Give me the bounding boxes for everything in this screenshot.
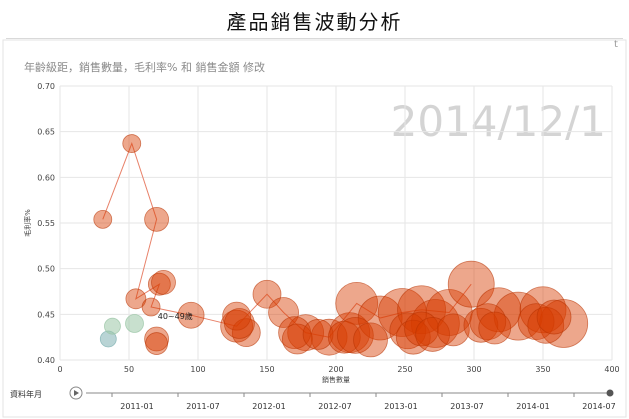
- y-tick-label: 0.70: [37, 82, 55, 91]
- x-tick-label: 200: [328, 365, 343, 374]
- bubble-40-49: [125, 288, 147, 310]
- y-tick-label: 0.50: [37, 265, 55, 274]
- bubble-40-49: [404, 311, 439, 347]
- bubble-40-49: [122, 134, 142, 153]
- y-tick-label: 0.55: [37, 219, 55, 228]
- x-tick-label: 400: [604, 365, 619, 374]
- play-axis-tick-label: 2014-07: [582, 402, 615, 411]
- year-watermark: 2014/12/1: [391, 97, 606, 146]
- play-icon: [74, 390, 79, 396]
- y-axis-title: 毛利率%: [23, 209, 32, 237]
- bubble-40-49: [287, 314, 325, 352]
- bubble-40-49: [478, 311, 512, 345]
- bubble-40-49: [336, 316, 374, 354]
- bubble-40-49: [335, 281, 379, 325]
- bubble-40-49: [144, 206, 170, 232]
- bubble-40-49: [517, 303, 555, 341]
- x-tick-label: 0: [57, 365, 62, 374]
- x-tick-label: 150: [259, 365, 274, 374]
- play-axis-tick-label: 2011-07: [186, 402, 219, 411]
- bubble-other: [104, 317, 121, 335]
- play-axis-tick-label: 2012-07: [318, 402, 351, 411]
- bubble-40-49: [302, 319, 334, 350]
- bubble-40-49: [145, 332, 169, 355]
- bubble-40-49: [493, 291, 543, 341]
- y-tick-label: 0.65: [37, 128, 55, 137]
- play-axis-handle[interactable]: [606, 389, 614, 397]
- y-tick-label: 0.40: [37, 356, 55, 365]
- bubble-40-49: [151, 269, 176, 295]
- y-tick-label: 0.45: [37, 310, 55, 319]
- bubble-40-49: [93, 209, 113, 229]
- play-axis-tick-label: 2013-01: [384, 402, 417, 411]
- bubble-40-49: [268, 297, 299, 328]
- y-tick-label: 0.60: [37, 173, 55, 182]
- bubble-40-49: [281, 323, 313, 355]
- x-tick-label: 50: [124, 365, 134, 374]
- bubble-40-49: [144, 326, 170, 352]
- corner-mark: t: [614, 39, 618, 50]
- page-title: 產品銷售波動分析: [226, 10, 403, 34]
- x-tick-label: 300: [466, 365, 481, 374]
- x-axis-title: 銷售數量: [322, 375, 350, 384]
- bubble-40-49: [415, 317, 451, 352]
- bubble-40-49: [141, 297, 161, 317]
- x-tick-label: 250: [397, 365, 412, 374]
- bubble-40-49: [519, 286, 567, 334]
- bubble-40-49: [463, 307, 499, 343]
- bubble-40-49: [177, 301, 205, 329]
- bubble-40-49: [231, 318, 261, 348]
- bubble-40-49: [357, 295, 403, 341]
- play-axis-label: 資料年月: [10, 389, 42, 399]
- title-divider: [6, 38, 623, 39]
- bubble-40-49: [223, 308, 255, 339]
- play-axis-tick-label: 2013-07: [450, 402, 483, 411]
- bubble-40-49: [397, 285, 446, 335]
- bubble-40-49: [447, 260, 495, 308]
- bubble-40-49: [310, 318, 348, 356]
- play-axis-tick-label: 2011-01: [120, 402, 153, 411]
- play-axis-tick-label: 2014-01: [516, 402, 549, 411]
- play-axis-tick-label: 2012-01: [252, 402, 285, 411]
- x-tick-label: 100: [190, 365, 205, 374]
- bubble-other: [125, 314, 144, 333]
- bubble-40-49: [436, 313, 470, 347]
- bubble-40-49: [476, 287, 522, 333]
- trail-line: [102, 142, 472, 338]
- visual-border: [2, 39, 627, 418]
- bubble-label: 40~49歲: [158, 311, 193, 321]
- bubble-40-49: [353, 322, 388, 358]
- chart-subtitle[interactable]: 年齡級距，銷售數量，毛利率% 和 銷售金額 修改: [24, 61, 265, 74]
- bubble-40-49: [536, 299, 572, 335]
- x-tick-label: 350: [535, 365, 550, 374]
